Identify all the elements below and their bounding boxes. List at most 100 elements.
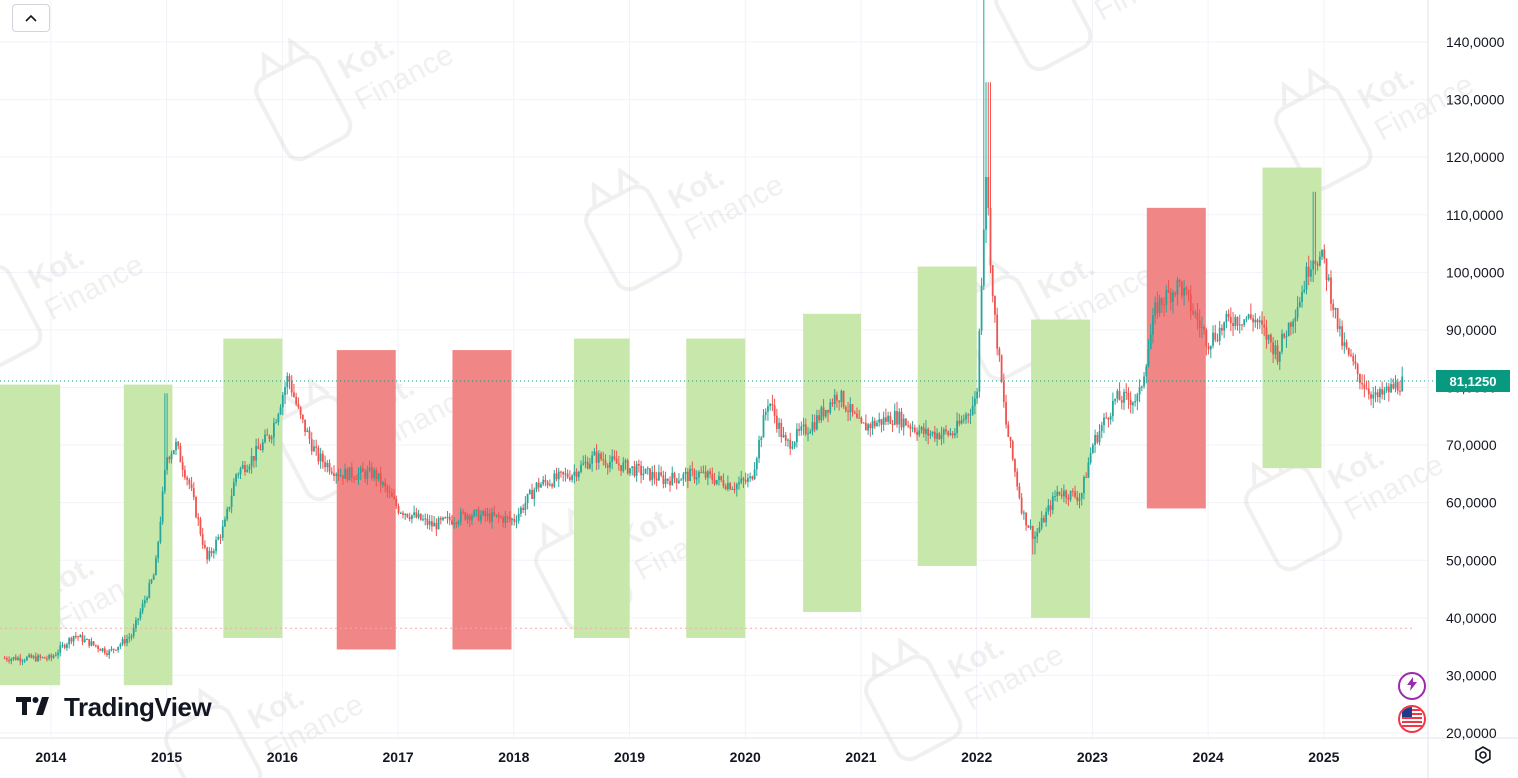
candle-body (506, 516, 509, 518)
candle-body (244, 465, 246, 472)
candle-body (651, 472, 654, 481)
candle-body (248, 466, 251, 470)
price-tick-label: 50,0000 (1446, 552, 1497, 568)
candle-body (1269, 334, 1272, 343)
candle-body (784, 435, 787, 441)
candle-body (130, 636, 133, 638)
chart-settings-button[interactable] (1470, 744, 1496, 770)
candle-body (798, 429, 800, 431)
candle-body (179, 446, 182, 463)
candle-body (366, 470, 369, 479)
candle-body (589, 463, 591, 469)
time-axis[interactable]: 2014 2015 2016 2017 2018 2019 2020 2021 2022 2023… (35, 749, 1339, 765)
candle-body (382, 482, 384, 485)
candle-body (57, 652, 59, 656)
candle-body (241, 465, 244, 469)
time-tick-label: 2015 (151, 749, 182, 765)
candle-body (1218, 327, 1221, 341)
candle-body (462, 511, 464, 513)
candle-body (1381, 389, 1384, 395)
candle-body (499, 517, 502, 519)
candle-body (675, 478, 678, 483)
candle-body (686, 471, 689, 482)
lightning-button[interactable] (1398, 672, 1426, 700)
candle-body (571, 475, 574, 480)
candle-body (293, 392, 295, 397)
candle-body (700, 472, 703, 474)
candle-body (384, 482, 387, 487)
candle-body (673, 472, 676, 479)
candle-body (375, 469, 378, 480)
candle-body (43, 657, 46, 659)
candle-body (689, 468, 691, 482)
candle-body (59, 645, 62, 653)
candle-body (277, 414, 280, 423)
candle-body (987, 177, 990, 209)
candle-body (46, 658, 48, 660)
candle-body (838, 400, 841, 403)
candle-body (969, 414, 972, 416)
candle-body (1276, 345, 1279, 362)
candle-body (918, 430, 921, 435)
candle-body (135, 620, 137, 628)
candle-body (575, 471, 578, 477)
candle-body (771, 403, 774, 406)
candle-body (103, 648, 106, 654)
candle-body (842, 390, 845, 407)
candle-body (1085, 477, 1088, 479)
candle-body (192, 488, 195, 498)
candle-body (226, 509, 229, 520)
candle-body (833, 394, 836, 404)
candle-body (767, 406, 769, 412)
candle-body (1272, 342, 1275, 355)
candle-body (74, 636, 77, 638)
candle-body (624, 460, 627, 463)
candle-body (25, 656, 28, 661)
candle-body (956, 420, 959, 434)
candle-body (1374, 392, 1377, 395)
candle-body (90, 641, 93, 646)
collapse-panel-button[interactable] (12, 4, 50, 32)
candle-body (5, 658, 8, 660)
price-tick-label: 90,0000 (1446, 322, 1497, 338)
candle-body (1209, 345, 1212, 350)
candle-body (562, 471, 565, 475)
candle-body (41, 657, 44, 659)
green-zone (1031, 319, 1091, 618)
candle-body (1174, 292, 1177, 295)
candle-body (30, 654, 33, 658)
candle-body (326, 462, 329, 468)
candle-body (1200, 327, 1203, 329)
candle-body (526, 493, 529, 504)
candle-body (925, 428, 927, 434)
candle-body (557, 471, 560, 480)
region-flag-button[interactable] (1398, 705, 1426, 733)
candle-body (726, 483, 729, 490)
tradingview-logo[interactable]: TradingView (16, 692, 212, 723)
candle-body (426, 518, 429, 525)
candle-body (860, 418, 863, 423)
candle-body (1063, 490, 1065, 497)
candle-body (477, 509, 480, 521)
candle-body (1022, 512, 1025, 514)
price-tick-label: 130,0000 (1446, 92, 1505, 108)
candle-body (148, 583, 151, 598)
candle-body (275, 422, 278, 424)
candle-body (132, 627, 135, 637)
candle-body (370, 467, 373, 479)
candle-body (304, 419, 306, 432)
candle-body (809, 431, 812, 434)
candle-body (172, 450, 175, 455)
candle-body (166, 457, 168, 470)
candle-body (221, 526, 224, 538)
candle-body (81, 635, 84, 642)
candle-body (317, 447, 320, 462)
candle-body (1091, 444, 1094, 454)
price-tick-label: 30,0000 (1446, 667, 1497, 683)
candle-body (978, 330, 981, 392)
candle-body (813, 422, 816, 430)
candle-body (328, 462, 331, 472)
candle-body (729, 483, 732, 490)
candle-body (1034, 536, 1036, 539)
